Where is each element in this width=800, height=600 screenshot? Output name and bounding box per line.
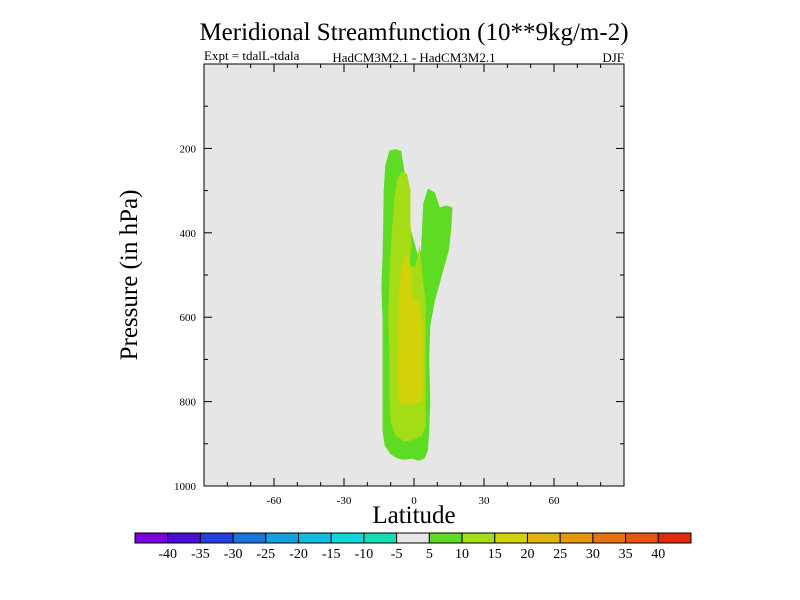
colorbar-swatch xyxy=(657,532,692,544)
colorbar-swatch xyxy=(167,532,201,544)
colorbar-swatch xyxy=(134,532,169,544)
colorbar xyxy=(134,532,692,544)
colorbar-level-label: -25 xyxy=(256,547,275,562)
colorbar-swatch xyxy=(232,532,267,544)
colorbar-level-label: 20 xyxy=(520,547,534,562)
subtitle-season: DJF xyxy=(602,50,624,65)
colorbar-swatch xyxy=(330,532,365,544)
x-tick-label: -60 xyxy=(267,495,282,507)
colorbar-level-label: -15 xyxy=(322,547,341,562)
y-axis-label: Pressure (in hPa) xyxy=(116,190,143,361)
colorbar-swatch xyxy=(526,532,561,544)
colorbar-labels: -40 -35 -30 -25 -20 -15 -10 -5 5 10 15 20 25 30 35 40 xyxy=(158,547,665,562)
colorbar-swatch xyxy=(592,532,627,544)
colorbar-swatch xyxy=(199,532,234,544)
colorbar-swatch xyxy=(298,532,332,544)
colorbar-level-label: -30 xyxy=(224,547,243,562)
colorbar-swatch xyxy=(494,532,528,544)
colorbar-level-label: 15 xyxy=(488,547,502,562)
y-tick-labels: 200 400 600 800 1000 xyxy=(174,143,197,493)
chart-title: Meridional Streamfunction (10**9kg/m-2) xyxy=(199,19,628,46)
colorbar-level-label: -35 xyxy=(191,547,210,562)
contour-region-3 xyxy=(397,253,424,406)
y-tick-label: 400 xyxy=(180,228,197,240)
x-tick-label: 60 xyxy=(549,495,561,507)
colorbar-level-label: -20 xyxy=(289,547,308,562)
colorbar-swatch xyxy=(396,532,430,544)
y-tick-label: 200 xyxy=(180,143,197,155)
x-axis-label: Latitude xyxy=(372,502,455,529)
x-tick-label: 0 xyxy=(411,495,417,507)
colorbar-swatch xyxy=(625,532,659,544)
colorbar-level-label: 30 xyxy=(586,547,600,562)
x-tick-label: -30 xyxy=(337,495,352,507)
colorbar-level-label: 35 xyxy=(619,547,633,562)
x-tick-label: 30 xyxy=(479,495,491,507)
axis-ticks xyxy=(204,64,624,486)
colorbar-level-label: 5 xyxy=(426,547,433,562)
colorbar-level-label: 40 xyxy=(651,547,665,562)
colorbar-level-label: -10 xyxy=(355,547,374,562)
y-tick-label: 800 xyxy=(180,397,197,409)
x-tick-labels: -60 -30 0 30 60 xyxy=(267,495,560,507)
subtitle-experiment: Expt = tdalL-tdala xyxy=(204,48,300,63)
contour-regions xyxy=(381,149,453,461)
colorbar-level-label: 10 xyxy=(455,547,469,562)
subtitle-models: HadCM3M2.1 - HadCM3M2.1 xyxy=(332,50,495,65)
colorbar-level-label: 25 xyxy=(553,547,567,562)
y-tick-label: 1000 xyxy=(174,481,197,493)
colorbar-swatch xyxy=(428,532,463,544)
y-tick-label: 600 xyxy=(180,312,197,324)
colorbar-swatch xyxy=(461,532,496,544)
colorbar-swatch xyxy=(363,532,398,544)
colorbar-swatch xyxy=(265,532,300,544)
colorbar-swatch xyxy=(559,532,594,544)
colorbar-level-label: -5 xyxy=(391,547,403,562)
colorbar-level-label: -40 xyxy=(158,547,177,562)
